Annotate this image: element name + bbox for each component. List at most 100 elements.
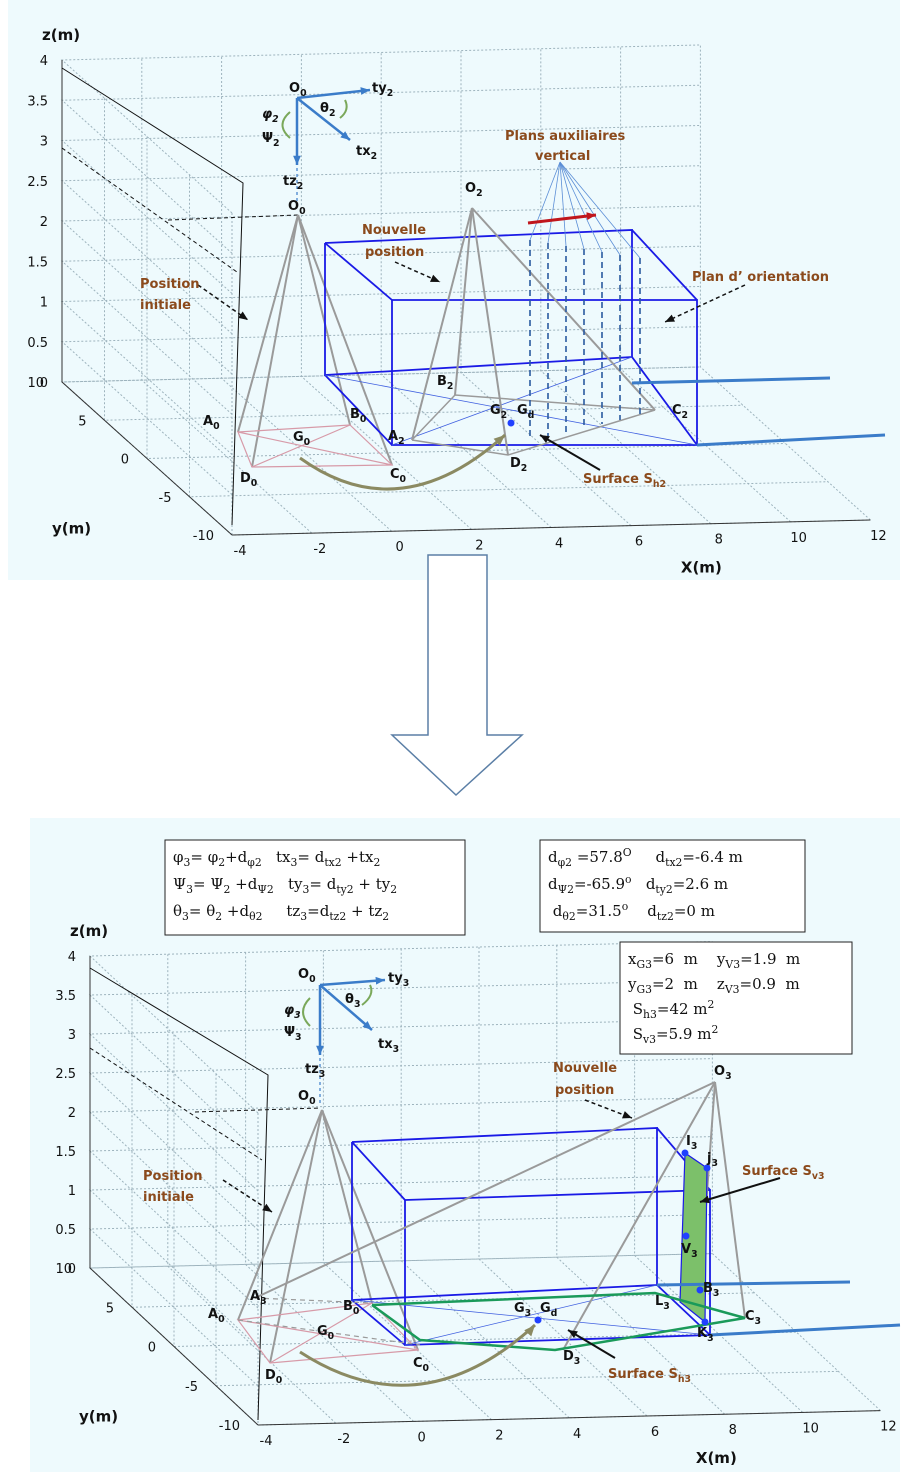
text-part: B [703,1281,713,1296]
centroid [508,420,515,427]
figure: 00.511.522.533.54-4-2024681012-10-50510z… [0,0,902,1475]
subscript: 3 [295,1032,302,1043]
text-part: =2.6 m [673,875,728,893]
subscript: tz2 [657,910,674,923]
z-axis-label: z(m) [42,26,80,44]
text-part: Position [140,277,200,292]
subscript: d [551,1308,558,1319]
text-part: A [203,414,213,429]
annotation: initiale [140,298,191,313]
text-part: ty [274,875,303,893]
subscript: 3 [711,1158,718,1169]
subscript: v3 [642,1033,656,1046]
text-part: tx [356,144,371,159]
text-part: S [628,1000,643,1018]
text-part: O [298,967,309,982]
text-part: =1.9 m [740,950,800,968]
formula-line: θ3= θ2 +dθ2 tz3=dtz2 + tz2 [173,902,389,923]
text-part: =57.8 [572,848,623,866]
text-part: = φ [190,848,218,866]
z-tick-label: 2 [40,215,48,230]
subscript: 3 [260,1296,267,1307]
x-tick-label: 4 [573,1427,581,1442]
z-tick-label: 3.5 [55,989,76,1004]
text-part: φ [262,107,272,122]
text-part: d [628,902,657,920]
subscript: 2 [297,181,304,192]
x-axis-label: X(m) [681,559,722,577]
superscript: O [623,846,632,859]
text-part: θ [320,101,329,116]
y-tick-label: -10 [219,1419,240,1434]
text-part: tx [262,848,291,866]
subscript: tz2 [329,910,346,923]
text-part: Plans auxiliaires [505,129,626,144]
text-part: C [390,467,400,482]
text-part: O [289,81,300,96]
text-part: D [240,471,251,486]
subscript: 2 [218,856,225,869]
text-part: +tx [342,848,374,866]
text-part: φ [173,848,184,866]
text-part: Surface S [583,472,653,487]
z-tick-label: 0.5 [27,336,48,351]
text-part: θ [345,992,354,1007]
subscript: 2 [682,410,689,421]
z-tick-label: 2 [68,1106,76,1121]
subscript: 2 [387,88,394,99]
text-part: position [365,245,424,260]
subscript: 2 [382,910,389,923]
text-part: V [681,1242,691,1257]
text-part: G [293,430,304,445]
text-part: G [517,403,528,418]
x-tick-label: -4 [260,1434,273,1449]
formula-line: yG3=2 m zV3=0.9 m [627,975,800,996]
subscript: 2 [371,151,378,162]
subscript: 2 [329,108,336,119]
text-part: position [555,1083,614,1098]
subscript: 0 [251,478,258,489]
subscript: d [528,410,535,421]
subscript: ty2 [655,883,672,896]
x-tick-label: 12 [880,1420,897,1435]
text-part: initiale [143,1190,194,1205]
text-part: O [465,181,476,196]
y-axis-label: y(m) [79,1408,118,1426]
text-part: C [413,1356,423,1371]
subscript: 2 [501,410,508,421]
text-part: tx [378,1037,393,1052]
annotation: position [365,245,424,260]
z-tick-label: 3 [68,1028,76,1043]
y-tick-label: 10 [27,376,44,391]
x-tick-label: -4 [234,544,247,559]
annotation: Nouvelle [553,1061,617,1076]
text-part: O [298,1089,309,1104]
text-part: Ψ [284,1025,295,1040]
subscript: 3 [707,1333,714,1344]
formula-line: Ψ3= Ψ2 +dΨ2 ty3= dty2 + ty2 [173,875,397,896]
annotation: Nouvelle [362,223,426,238]
y-tick-label: 0 [121,453,129,468]
text-part: initiale [140,298,191,313]
subscript: 0 [360,414,367,425]
z-tick-label: 0.5 [55,1223,76,1238]
subscript: 2 [215,910,222,923]
subscript: 2 [476,188,483,199]
subscript: 0 [213,421,220,432]
text-part: + tz [346,902,382,920]
formula-line: xG3=6 m yV3=1.9 m [628,950,800,971]
z-tick-label: 1 [40,296,48,311]
x-tick-label: 0 [395,540,403,555]
subscript: h2 [653,479,666,490]
text-part: +d [225,848,248,866]
x-tick-label: 10 [790,531,807,546]
z-tick-label: 2.5 [27,175,48,190]
subscript: 0 [300,88,307,99]
text-part: =d [307,902,330,920]
y-tick-label: 0 [148,1341,156,1356]
text-part: =2 m z [652,975,725,993]
x-tick-label: -2 [313,542,326,557]
text-part: tz [262,902,300,920]
subscript: 2 [390,883,397,896]
subscript: 3 [403,978,410,989]
